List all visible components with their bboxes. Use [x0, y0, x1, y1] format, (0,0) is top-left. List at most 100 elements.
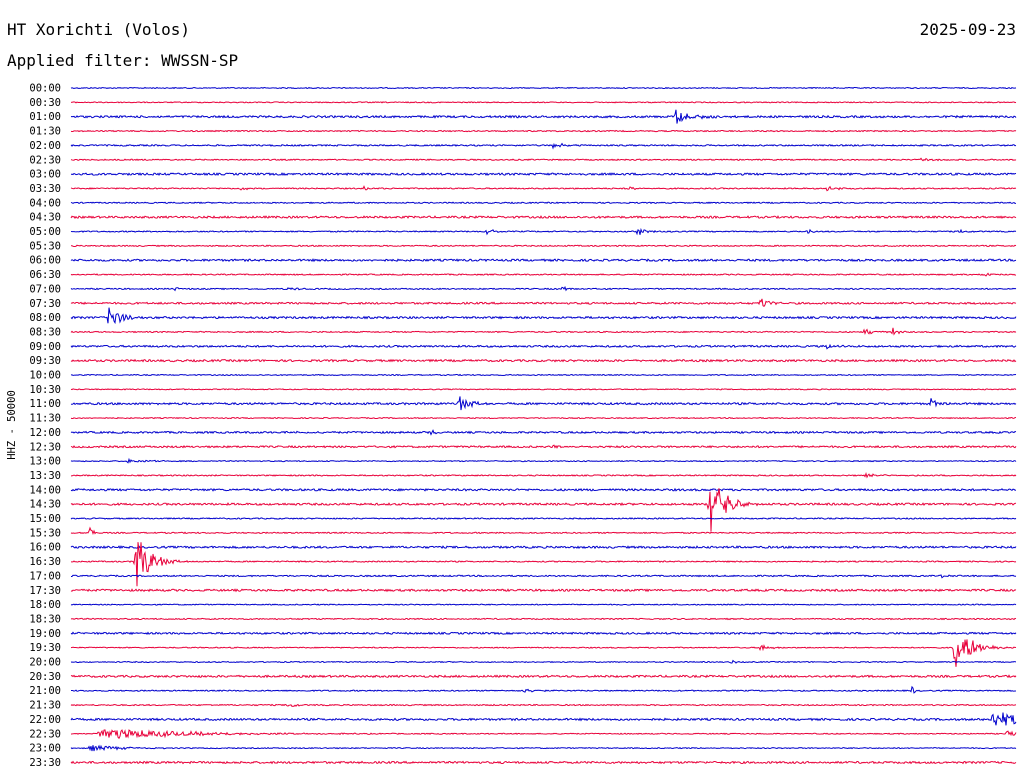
trace-2130	[70, 703, 1017, 708]
trace-1100	[70, 396, 1017, 411]
time-tick-label: 06:30	[29, 269, 61, 281]
time-tick-label: 11:30	[29, 413, 61, 425]
time-tick-label: 16:30	[29, 556, 61, 568]
trace-1130	[70, 416, 1017, 420]
time-tick-label: 01:00	[29, 111, 61, 123]
trace-1230	[70, 444, 1017, 449]
trace-1800	[70, 603, 1017, 606]
time-tick-label: 08:30	[29, 326, 61, 338]
trace-0400	[70, 201, 1017, 205]
trace-0600	[70, 258, 1017, 263]
trace-0100	[70, 109, 1017, 124]
station-title: HT Xorichti (Volos)	[7, 20, 191, 39]
trace-1830	[70, 617, 1017, 621]
time-tick-label: 23:00	[29, 743, 61, 755]
time-tick-label: 00:00	[29, 83, 61, 95]
time-tick-label: 10:30	[29, 384, 61, 396]
time-tick-label: 01:30	[29, 126, 61, 138]
trace-1700	[70, 574, 1017, 579]
time-tick-label: 12:30	[29, 441, 61, 453]
trace-1000	[70, 373, 1017, 377]
trace-0200	[70, 142, 1017, 150]
time-tick-label: 16:00	[29, 542, 61, 554]
time-tick-label: 15:00	[29, 513, 61, 525]
trace-1430	[70, 488, 1017, 532]
time-tick-label: 03:30	[29, 183, 61, 195]
trace-1500	[70, 517, 1017, 520]
time-tick-label: 05:30	[29, 240, 61, 252]
trace-1300	[70, 457, 1017, 464]
time-tick-label: 17:30	[29, 585, 61, 597]
time-tick-label: 04:30	[29, 212, 61, 224]
trace-0730	[70, 298, 1017, 307]
trace-0130	[70, 129, 1017, 133]
time-tick-label: 12:00	[29, 427, 61, 439]
time-tick-label: 09:00	[29, 341, 61, 353]
filter-label: Applied filter: WWSSN-SP	[7, 51, 239, 70]
time-tick-label: 18:30	[29, 613, 61, 625]
time-tick-label: 14:30	[29, 499, 61, 511]
time-tick-label: 21:30	[29, 700, 61, 712]
time-tick-label: 09:30	[29, 355, 61, 367]
time-tick-label: 22:30	[29, 728, 61, 740]
trace-1200	[70, 429, 1017, 436]
time-tick-label: 07:00	[29, 283, 61, 295]
time-tick-label: 03:00	[29, 169, 61, 181]
trace-group	[70, 86, 1017, 765]
time-tick-label: 08:00	[29, 312, 61, 324]
trace-1330	[70, 472, 1017, 479]
time-tick-label: 11:00	[29, 398, 61, 410]
time-tick-label: 14:00	[29, 484, 61, 496]
time-tick-label: 17:00	[29, 570, 61, 582]
trace-2100	[71, 685, 1017, 694]
trace-0500	[70, 227, 1017, 236]
trace-0800	[70, 307, 1017, 325]
time-tick-label: 20:30	[29, 671, 61, 683]
time-tick-label: 10:00	[29, 370, 61, 382]
trace-0300	[70, 172, 1017, 177]
time-tick-label: 02:00	[29, 140, 61, 152]
trace-0700	[70, 285, 1017, 292]
trace-0330	[70, 185, 1017, 192]
time-tick-label: 13:00	[29, 456, 61, 468]
time-tick-label: 19:30	[29, 642, 61, 654]
y-axis-label: HHZ - 50000	[6, 390, 18, 460]
time-tick-label: 19:00	[29, 628, 61, 640]
trace-1030	[70, 388, 1017, 391]
time-tick-label: 22:00	[29, 714, 61, 726]
time-tick-label: 05:00	[29, 226, 61, 238]
trace-0930	[70, 358, 1017, 363]
trace-0230	[70, 157, 1017, 162]
trace-2200	[70, 712, 1017, 726]
trace-0900	[70, 343, 1017, 350]
time-tick-label: 04:00	[29, 197, 61, 209]
time-tick-label: 20:00	[29, 657, 61, 669]
date-label: 2025-09-23	[919, 20, 1016, 39]
trace-1530	[70, 526, 1017, 535]
time-tick-label: 02:30	[29, 154, 61, 166]
time-tick-label: 07:30	[29, 298, 61, 310]
trace-0000	[70, 86, 1017, 90]
time-tick-label: 15:30	[29, 527, 61, 539]
time-tick-label: 06:00	[29, 255, 61, 267]
time-tick-label: 18:00	[29, 599, 61, 611]
trace-1730	[70, 588, 1017, 593]
trace-2230	[70, 729, 1017, 740]
trace-2330	[70, 760, 1017, 765]
time-tick-group: 00:00 00:30 01:00 01:30 02:00 02:30 03:00 03:30…	[29, 83, 61, 769]
trace-0830	[70, 327, 1017, 336]
time-tick-label: 13:30	[29, 470, 61, 482]
trace-1630	[70, 542, 1017, 587]
trace-2000	[70, 659, 1017, 664]
trace-1400	[70, 487, 1017, 492]
time-tick-label: 23:30	[29, 757, 61, 769]
time-tick-label: 00:30	[29, 97, 61, 109]
trace-1930	[70, 639, 1017, 667]
time-tick-label: 21:00	[29, 685, 61, 697]
trace-0430	[70, 215, 1017, 220]
trace-1600	[70, 545, 1017, 550]
trace-1900	[70, 631, 1017, 636]
trace-2300	[70, 744, 1017, 752]
trace-0530	[70, 244, 1017, 248]
